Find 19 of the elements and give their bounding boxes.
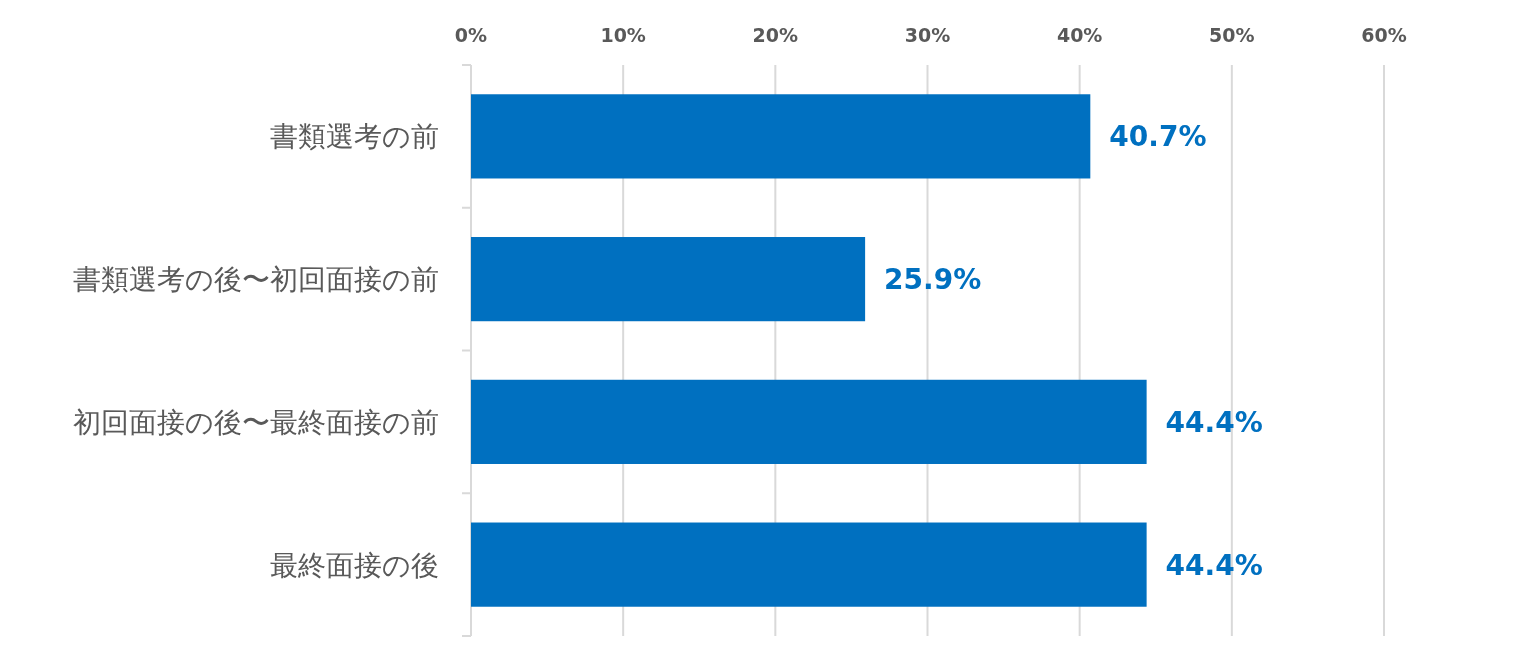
y-tick-label: 書類選考の前 [270,120,439,154]
data-label: 40.7% [1109,120,1207,154]
x-tick-label: 0% [454,24,488,46]
x-tick-label: 60% [1361,24,1407,46]
bar [471,237,866,322]
y-tick-label: 初回面接の後〜最終面接の前 [73,405,439,439]
x-tick-label: 30% [904,24,951,46]
x-tick-label: 50% [1209,24,1255,46]
bar [471,522,1147,607]
x-tick-label: 40% [1056,24,1103,46]
data-label: 44.4% [1165,405,1263,439]
bar [471,94,1091,179]
bar [471,379,1147,464]
y-tick-label: 最終面接の後 [270,548,439,582]
data-label: 44.4% [1165,548,1263,582]
y-tick-label: 書類選考の後〜初回面接の前 [73,263,439,297]
x-tick-label: 20% [752,24,799,46]
x-tick-label: 10% [600,24,646,46]
data-label: 25.9% [884,263,982,297]
